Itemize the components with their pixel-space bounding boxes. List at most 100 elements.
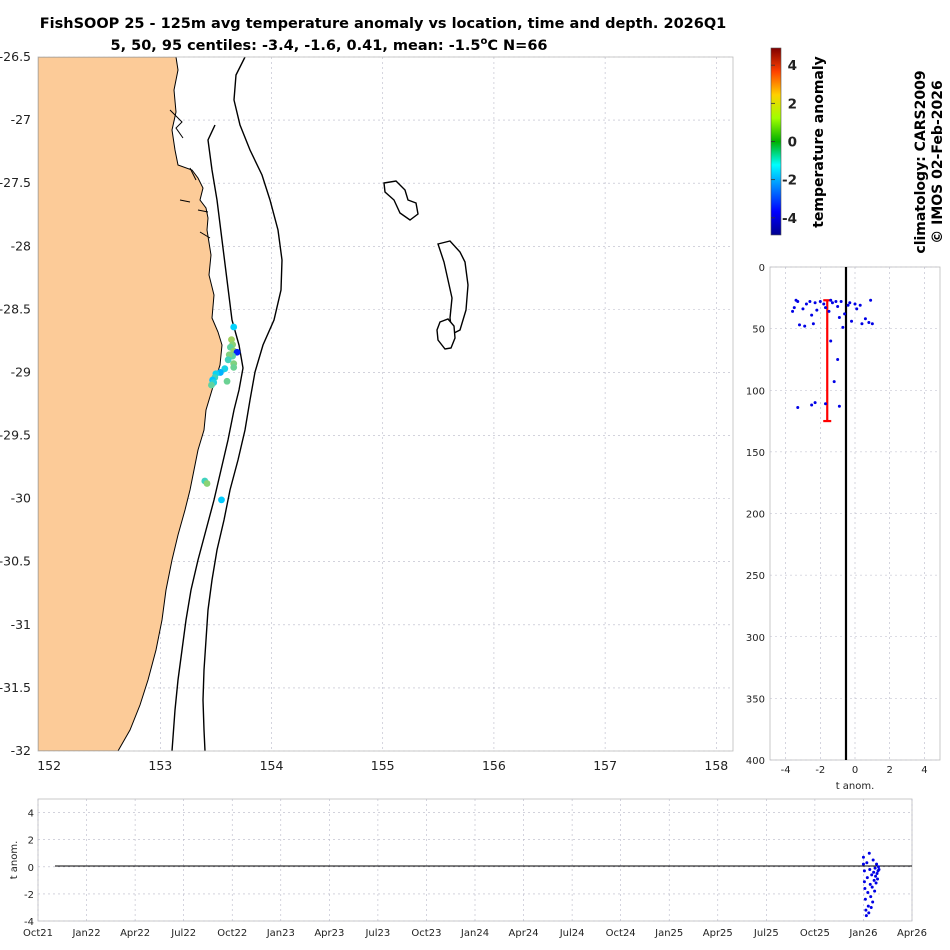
ts-point [871,900,875,904]
map-x-tick-label: 154 [260,758,284,773]
depth-y-tick-label: 300 [746,633,765,644]
depth-observations [791,298,874,410]
depth-point [815,308,819,312]
depth-point [813,301,817,305]
map-y-tick-label: -30.5 [0,554,31,569]
ts-point [865,876,869,880]
ts-x-tick-label: Jan22 [71,928,100,939]
ts-point [864,914,868,918]
map-point [203,480,211,487]
map-point [230,364,238,371]
depth-x-tick-label: 0 [852,765,858,776]
depth-point [843,312,847,316]
depth-point [837,316,841,320]
depth-point [839,300,843,304]
ts-x-tick-label: Oct25 [800,928,830,939]
depth-point [837,404,841,408]
depth-point [803,324,807,328]
depth-point [870,322,874,326]
depth-profile-panel: -4 -2 0 2 4 0 50 100 150 200 250 300 350 400 t anom. [746,263,941,792]
depth-point [822,302,826,306]
ts-point [869,905,873,909]
island-reef-3 [436,318,456,350]
depth-point [869,298,873,302]
depth-point [867,320,871,324]
ts-x-tick-label: Oct22 [217,928,247,939]
ts-y-tick-label: 4 [28,809,34,820]
depth-point [863,317,867,321]
ts-x-tick-label: Jan24 [460,928,489,939]
map-y-tick-label: -28.5 [0,301,31,316]
map-frame [37,56,734,752]
colorbar-ticks: -4 -2 0 2 4 [771,58,797,227]
isobath-1000m [202,57,283,751]
depth-xlabel: t anom. [836,781,875,792]
ts-point [862,869,866,873]
map-y-tick-label: -29 [11,364,31,379]
depth-point [804,302,808,306]
ts-point [861,862,865,866]
ts-point [875,862,879,866]
depth-point [829,298,833,302]
ts-point [868,882,872,886]
depth-y-tick-label: 200 [746,510,765,521]
ts-point [874,874,878,878]
map-y-tick-label: -31.5 [0,680,31,695]
island-reef-2 [437,240,469,336]
depth-point [810,313,814,317]
ts-point [876,877,880,881]
ts-point [864,908,868,912]
island-reef-1 [383,180,419,221]
map-point [230,323,238,331]
depth-point [827,309,831,313]
colorbar-tick-label: 4 [788,58,797,74]
ts-point [869,895,873,899]
ts-observations [861,851,881,918]
depth-point [791,309,795,313]
depth-point [810,403,814,407]
ts-point [872,870,876,874]
credit-imos: © IMOS 02-Feb-2026 [930,80,946,243]
depth-point [792,306,796,310]
depth-y-tick-label: 100 [746,386,765,397]
map-point [224,356,232,364]
depth-point [829,339,833,343]
colorbar-tick-label: 2 [788,96,797,112]
ts-point [874,881,878,885]
depth-point [848,301,852,305]
depth-point [818,300,822,304]
ts-x-tick-label: Oct23 [411,928,441,939]
map-y-tick-label: -29.5 [0,428,31,443]
ts-x-tick-label: Apr25 [703,928,733,939]
ts-x-tick-label: Jan25 [654,928,683,939]
depth-point [811,322,815,326]
time-series-panel: Oct21 Jan22 Apr22 Jul22 Oct22 Jan23 Apr23 Jul23… [9,798,927,939]
ts-y-ticks: 4 2 0 -2 -4 [24,809,34,928]
ts-point [867,851,871,855]
depth-point [796,406,800,410]
map-point [223,377,231,385]
depth-point [801,307,805,311]
map-y-tick-label: -27 [11,112,31,127]
colorbar: -4 -2 0 2 4 temperature anomaly [770,47,827,236]
depth-grid [770,266,940,761]
colorbar-tick-label: 0 [788,135,797,151]
map-point [221,365,229,373]
depth-point [850,319,854,323]
ts-x-tick-label: Jan26 [848,928,877,939]
ts-point [866,891,870,895]
ts-x-tick-label: Apr23 [314,928,344,939]
ts-x-tick-label: Oct21 [23,928,53,939]
depth-y-tick-label: 250 [746,571,765,582]
depth-x-tick-label: -2 [815,765,825,776]
ts-x-ticks: Oct21 Jan22 Apr22 Jul22 Oct22 Jan23 Apr23 Jul23… [23,928,927,939]
ts-x-tick-label: Jul23 [364,928,390,939]
map-point [233,348,241,356]
colorbar-tick-label: -2 [782,173,797,189]
ts-point [862,880,866,884]
depth-y-tick-label: 350 [746,694,765,705]
coastline-inlets [169,109,211,239]
ts-point [865,861,869,865]
map-point [208,381,215,389]
